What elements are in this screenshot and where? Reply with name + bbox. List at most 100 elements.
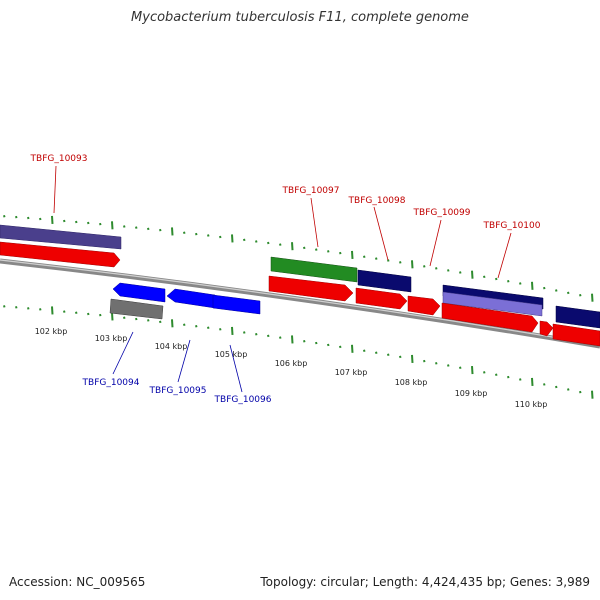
minor-tick: [495, 277, 498, 281]
minor-tick: [3, 305, 6, 308]
minor-tick: [183, 323, 186, 326]
kbp-label: 108 kbp: [395, 378, 428, 387]
genome-backbone-highlight: [0, 259, 600, 346]
minor-tick: [99, 313, 102, 317]
major-tick: [231, 326, 234, 335]
minor-tick: [135, 317, 138, 321]
minor-tick: [447, 269, 450, 272]
minor-tick: [135, 226, 138, 229]
minor-tick: [267, 334, 270, 338]
minor-tick: [15, 306, 18, 309]
major-tick: [471, 365, 474, 375]
gene-feature[interactable]: [112, 282, 166, 303]
gene-feature[interactable]: [0, 224, 122, 250]
minor-tick: [219, 328, 222, 331]
minor-tick: [243, 331, 246, 334]
minor-tick: [495, 373, 498, 376]
kbp-label: 109 kbp: [455, 389, 488, 398]
minor-tick: [279, 243, 282, 246]
kbp-label: 105 kbp: [215, 350, 248, 359]
minor-tick: [303, 339, 306, 343]
minor-tick: [243, 238, 246, 242]
minor-tick: [327, 250, 330, 253]
minor-tick: [207, 234, 210, 237]
cds-feature[interactable]: [355, 287, 408, 310]
minor-tick: [87, 221, 90, 225]
gene-feature[interactable]: [442, 291, 543, 317]
cds-feature[interactable]: [552, 323, 600, 347]
major-tick: [411, 260, 414, 269]
minor-tick: [567, 388, 570, 391]
gene-feature[interactable]: [166, 288, 216, 309]
inner-tick-ring: [3, 305, 594, 399]
minor-tick: [159, 320, 162, 324]
major-tick: [291, 242, 294, 251]
minor-tick: [207, 326, 210, 329]
major-tick: [291, 335, 294, 344]
minor-tick: [543, 286, 546, 290]
minor-tick: [255, 332, 258, 336]
minor-tick: [75, 220, 78, 224]
minor-tick: [519, 378, 522, 381]
minor-tick: [399, 261, 402, 264]
minor-tick: [507, 279, 510, 283]
major-tick: [351, 344, 354, 353]
kbp-label: 104 kbp: [155, 342, 188, 351]
minor-tick: [147, 227, 150, 231]
outer-tick-ring: [3, 215, 594, 302]
minor-tick: [279, 336, 282, 339]
minor-tick: [519, 282, 522, 285]
major-tick: [411, 354, 414, 364]
gene-feature[interactable]: [357, 269, 412, 293]
cds-feature[interactable]: [268, 275, 354, 302]
gene-feature[interactable]: [109, 298, 164, 320]
minor-tick: [447, 364, 450, 367]
minor-tick: [15, 215, 18, 219]
cds-feature[interactable]: [407, 295, 441, 316]
minor-tick: [27, 307, 30, 310]
major-tick: [51, 215, 54, 225]
gene-label-reverse: TBFG_10096: [214, 395, 272, 405]
gene-label-forward: TBFG_10098: [348, 196, 406, 206]
topology-text: Topology: circular; Length: 4,424,435 bp…: [260, 575, 590, 589]
cds-feature[interactable]: [539, 320, 554, 337]
minor-tick: [423, 359, 426, 363]
minor-tick: [147, 319, 150, 322]
gene-label-reverse: TBFG_10094: [82, 378, 140, 388]
minor-tick: [555, 289, 558, 292]
minor-tick: [507, 375, 510, 379]
minor-tick: [555, 385, 558, 389]
minor-tick: [159, 228, 162, 232]
kbp-label: 106 kbp: [275, 359, 308, 368]
minor-tick: [195, 324, 198, 328]
minor-tick: [267, 241, 270, 245]
major-tick: [171, 319, 174, 328]
gene-feature[interactable]: [270, 256, 358, 283]
cds-feature[interactable]: [441, 302, 539, 333]
minor-tick: [339, 251, 342, 255]
gene-label-forward: TBFG_10097: [282, 186, 340, 196]
major-tick: [231, 234, 234, 243]
gene-label-reverse: TBFG_10095: [149, 386, 207, 396]
minor-tick: [63, 219, 66, 223]
cds-feature[interactable]: [0, 241, 121, 268]
minor-tick: [459, 366, 462, 370]
minor-tick: [255, 240, 258, 243]
gene-label-forward: TBFG_10100: [483, 221, 541, 231]
major-tick: [471, 270, 474, 279]
minor-tick: [435, 267, 438, 270]
gene-feature[interactable]: [555, 305, 600, 329]
gene-feature[interactable]: [212, 294, 261, 315]
major-tick: [531, 281, 534, 290]
accession-text: Accession: NC_009565: [9, 575, 146, 589]
major-tick: [591, 293, 594, 302]
minor-tick: [567, 291, 570, 295]
minor-tick: [123, 225, 126, 228]
kbp-label: 107 kbp: [335, 368, 368, 377]
major-tick: [591, 390, 594, 399]
minor-tick: [363, 349, 366, 352]
major-tick: [351, 250, 354, 259]
minor-tick: [39, 217, 42, 221]
gene-label-forward: TBFG_10093: [30, 154, 88, 164]
